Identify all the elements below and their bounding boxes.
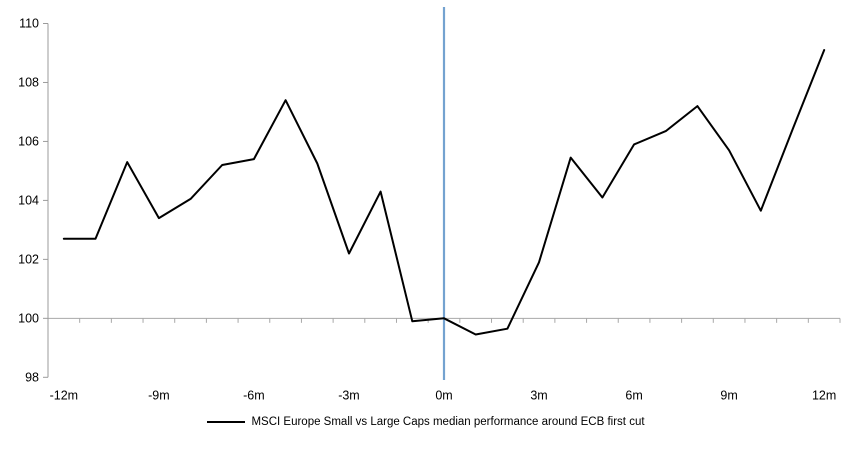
y-tick-label: 108 (18, 75, 39, 89)
y-tick-label: 98 (25, 370, 39, 384)
y-tick-label: 102 (18, 252, 39, 266)
x-tick-label: -12m (50, 388, 78, 402)
x-tick-label: 3m (530, 388, 547, 402)
legend-line-sample (207, 421, 246, 423)
y-tick-label: 100 (18, 311, 39, 325)
x-tick-label: 9m (720, 388, 737, 402)
legend-label: MSCI Europe Small vs Large Caps median p… (251, 416, 645, 428)
legend: MSCI Europe Small vs Large Caps median p… (0, 416, 852, 428)
x-tick-label: 6m (625, 388, 642, 402)
y-tick-label: 104 (18, 193, 39, 207)
x-tick-label: 0m (435, 388, 452, 402)
x-tick-label: -3m (338, 388, 360, 402)
x-tick-label: -6m (243, 388, 265, 402)
x-tick-label: -9m (148, 388, 170, 402)
series-line (62, 49, 826, 336)
x-tick-label: 12m (812, 388, 836, 402)
y-tick-label: 110 (19, 17, 39, 31)
y-tick-label: 106 (18, 134, 39, 148)
